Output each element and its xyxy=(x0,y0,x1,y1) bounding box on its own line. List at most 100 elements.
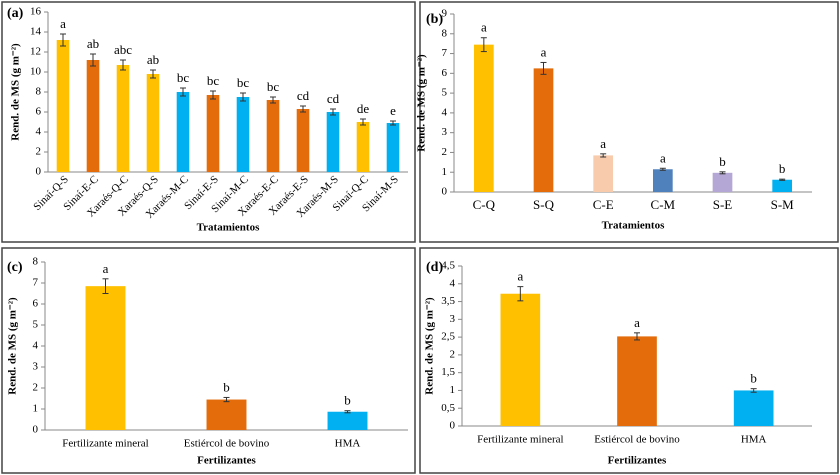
y-tick-label: 6 xyxy=(36,106,42,118)
y-axis-label: Rend. de MS (g m⁻²) xyxy=(7,297,19,395)
bar xyxy=(652,169,673,192)
panel-label: (d) xyxy=(426,260,443,275)
y-tick-label: 8 xyxy=(442,27,448,39)
bar xyxy=(85,286,126,430)
significance-letter: a xyxy=(481,20,487,35)
significance-letter: ab xyxy=(147,52,159,67)
significance-letter: a xyxy=(600,136,606,151)
y-tick-label: 2 xyxy=(450,348,456,360)
bar xyxy=(146,74,160,172)
bar xyxy=(206,399,247,430)
bar xyxy=(733,390,774,426)
x-axis-label: Fertilizantes xyxy=(197,455,256,467)
y-tick-label: 7 xyxy=(442,47,448,59)
x-axis-label: Tratamientos xyxy=(197,222,260,234)
panel-label: (a) xyxy=(7,6,24,21)
bar xyxy=(533,68,554,192)
x-tick-label: Fertilizante mineral xyxy=(477,434,563,446)
y-tick-label: 4,5 xyxy=(441,260,455,272)
y-tick-label: 5 xyxy=(442,87,448,99)
bar xyxy=(356,122,370,172)
x-tick-label: Estiércol de bovino xyxy=(594,434,680,446)
bar xyxy=(116,65,130,172)
y-tick-label: 14 xyxy=(30,26,42,38)
y-tick-label: 4 xyxy=(450,277,456,289)
significance-letter: a xyxy=(103,261,109,276)
y-tick-label: 2,5 xyxy=(441,331,455,343)
bar xyxy=(712,172,733,192)
bar xyxy=(500,293,541,426)
bar xyxy=(473,44,494,193)
significance-letter: bc xyxy=(267,79,280,94)
significance-letter: b xyxy=(750,371,757,386)
bar xyxy=(266,100,280,172)
significance-letter: a xyxy=(660,150,666,165)
y-tick-label: 5 xyxy=(33,319,39,331)
x-tick-label: HMA xyxy=(741,434,767,446)
significance-letter: cd xyxy=(327,91,340,106)
x-axis-label: Tratamientos xyxy=(602,220,665,232)
y-tick-label: 1,5 xyxy=(441,366,455,378)
y-tick-label: 8 xyxy=(33,256,39,268)
y-tick-label: 2 xyxy=(442,146,448,158)
y-tick-label: 4 xyxy=(442,106,448,118)
y-tick-label: 1 xyxy=(450,384,456,396)
significance-letter: bc xyxy=(177,70,190,85)
significance-letter: ab xyxy=(87,36,99,51)
panel-frame xyxy=(419,1,839,243)
y-tick-label: 0 xyxy=(33,424,39,436)
significance-letter: de xyxy=(357,101,370,116)
y-tick-label: 1 xyxy=(442,166,448,178)
bar xyxy=(327,411,368,430)
y-tick-label: 0 xyxy=(36,166,42,178)
y-tick-label: 4 xyxy=(33,340,39,352)
bar xyxy=(386,123,400,172)
y-tick-label: 3 xyxy=(442,126,448,138)
significance-letter: bc xyxy=(207,73,220,88)
bar xyxy=(56,40,70,172)
significance-letter: abc xyxy=(114,42,132,57)
panel-frame xyxy=(1,1,416,243)
bar xyxy=(593,155,614,192)
significance-letter: b xyxy=(779,161,786,176)
y-tick-label: 7 xyxy=(33,277,39,289)
significance-letter: a xyxy=(60,16,66,31)
y-tick-label: 4 xyxy=(36,126,42,138)
y-tick-label: 0 xyxy=(442,186,448,198)
x-axis-label: Fertilizantes xyxy=(608,455,667,467)
significance-letter: e xyxy=(390,103,396,118)
y-tick-label: 9 xyxy=(442,8,448,20)
significance-letter: a xyxy=(634,315,640,330)
x-tick-label: Estiércol de bovino xyxy=(184,438,270,450)
bar xyxy=(617,336,657,426)
significance-letter: a xyxy=(517,269,523,284)
significance-letter: a xyxy=(541,44,547,59)
significance-letter: b xyxy=(223,379,230,394)
bar xyxy=(296,109,310,172)
x-tick-label: C-E xyxy=(593,197,614,212)
panel-label: (b) xyxy=(426,12,443,27)
y-axis-label: Rend. de MS (g m⁻²) xyxy=(416,54,428,152)
y-tick-label: 10 xyxy=(30,66,42,78)
bar xyxy=(206,95,220,172)
bar xyxy=(772,179,793,192)
bar xyxy=(236,97,250,172)
y-tick-label: 3 xyxy=(33,361,39,373)
significance-letter: b xyxy=(344,393,351,408)
y-tick-label: 16 xyxy=(30,6,42,18)
y-tick-label: 12 xyxy=(30,46,41,58)
significance-letter: bc xyxy=(237,75,250,90)
significance-letter: b xyxy=(719,154,726,169)
significance-letter: cd xyxy=(297,88,310,103)
x-tick-label: Fertilizante mineral xyxy=(62,438,148,450)
y-tick-label: 3,5 xyxy=(441,295,455,307)
y-tick-label: 3 xyxy=(450,313,456,325)
x-tick-label: S-Q xyxy=(533,197,555,212)
y-axis-label: Rend. de MS (g m⁻²) xyxy=(424,297,436,395)
x-tick-label: C-Q xyxy=(473,197,496,212)
bar xyxy=(86,60,100,172)
y-tick-label: 0 xyxy=(450,420,456,432)
x-tick-label: S-E xyxy=(713,197,733,212)
bar xyxy=(176,92,190,172)
y-axis-label: Rend. de MS (g m⁻²) xyxy=(10,43,22,141)
